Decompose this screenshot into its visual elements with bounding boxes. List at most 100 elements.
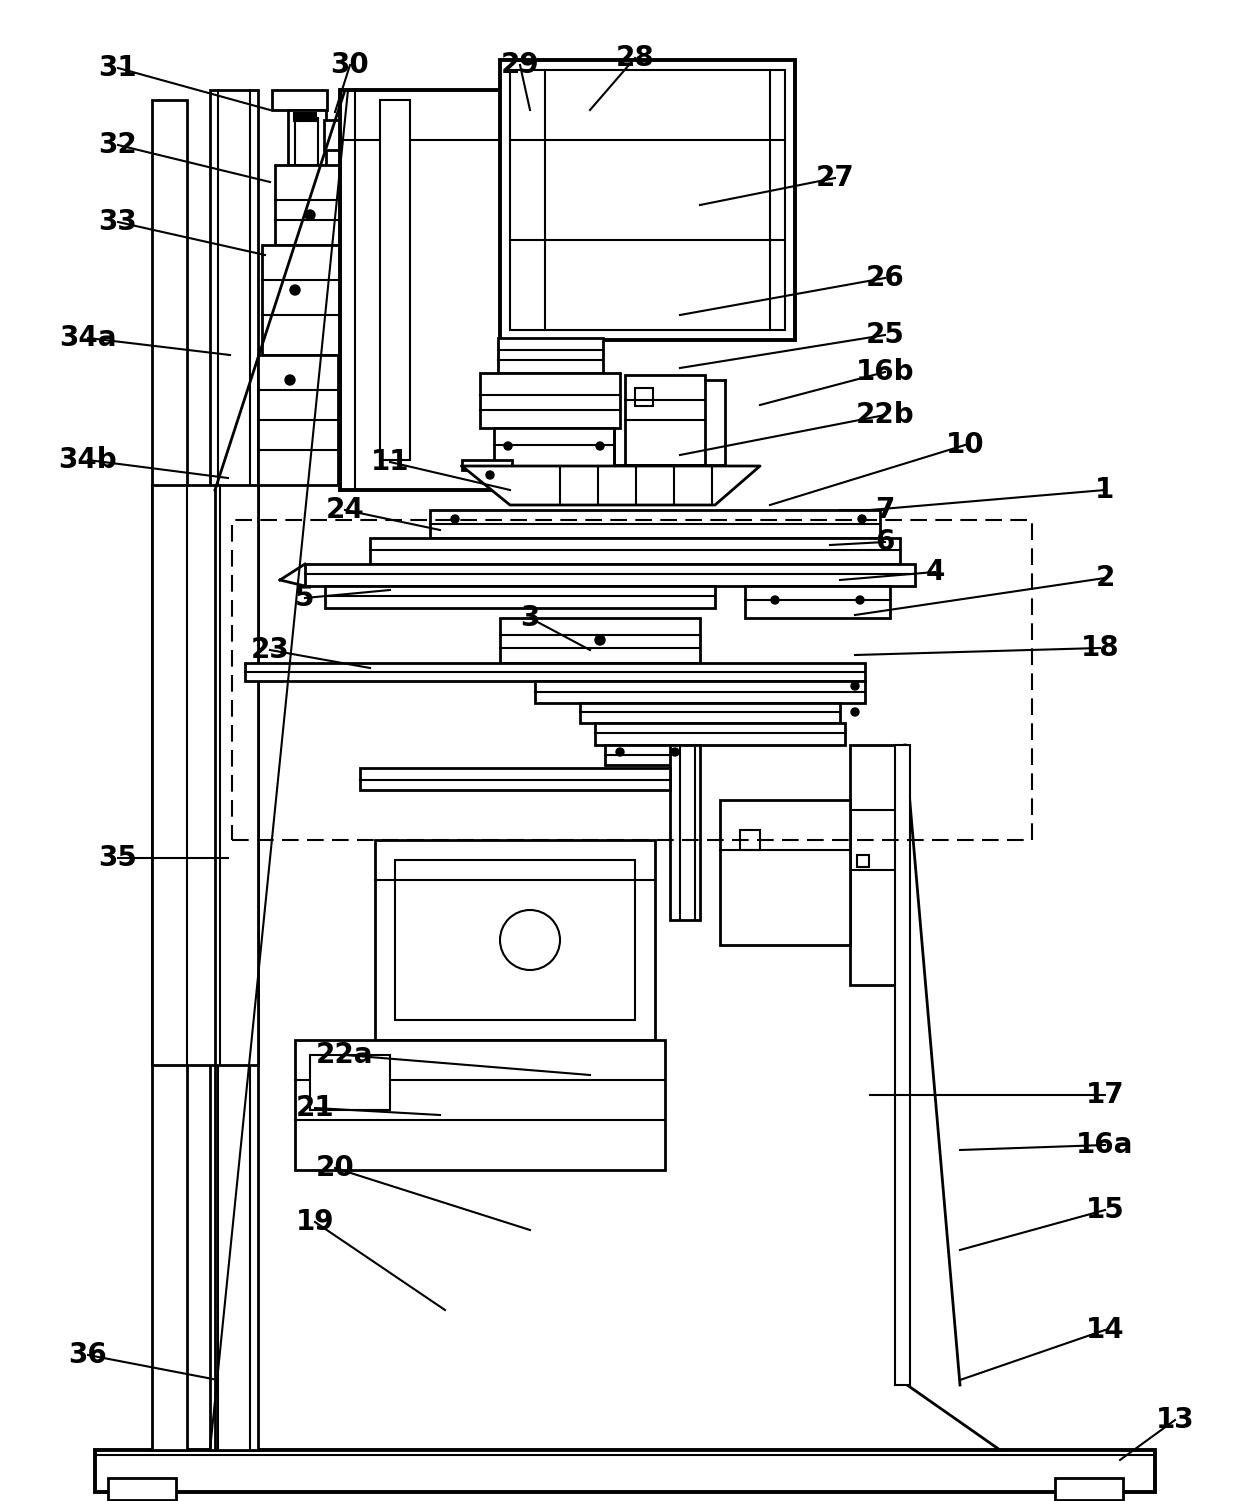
Circle shape (851, 681, 859, 690)
Bar (370, 537, 900, 564)
Circle shape (285, 375, 295, 384)
Bar (670, 744, 701, 920)
Text: 34b: 34b (58, 446, 118, 474)
Circle shape (595, 635, 605, 645)
Circle shape (851, 708, 859, 716)
Circle shape (771, 596, 779, 603)
Bar (500, 618, 701, 663)
Circle shape (503, 441, 512, 450)
Bar (720, 800, 849, 946)
Bar (275, 165, 343, 245)
Bar (534, 681, 866, 702)
Text: 35: 35 (98, 844, 138, 872)
Text: 17: 17 (1086, 1081, 1125, 1109)
Text: 13: 13 (1156, 1406, 1194, 1433)
Bar (246, 663, 866, 681)
Bar (580, 702, 839, 723)
Text: 21: 21 (295, 1094, 335, 1123)
Bar (153, 101, 187, 1450)
Bar (430, 510, 880, 537)
Text: 34a: 34a (60, 324, 117, 353)
Circle shape (596, 441, 604, 450)
Bar (857, 856, 869, 868)
Bar (360, 769, 670, 790)
Bar (325, 585, 715, 608)
Bar (396, 860, 635, 1021)
Bar (463, 459, 512, 470)
Circle shape (500, 910, 560, 970)
Text: 3: 3 (521, 603, 539, 632)
Circle shape (858, 515, 866, 522)
Text: 11: 11 (371, 447, 409, 476)
Bar (635, 387, 653, 405)
Text: 18: 18 (1081, 633, 1120, 662)
Text: 33: 33 (99, 209, 138, 236)
Circle shape (451, 515, 459, 522)
Bar (740, 830, 760, 850)
Bar (306, 113, 316, 122)
Text: 27: 27 (816, 164, 854, 192)
Text: 30: 30 (331, 51, 370, 80)
Bar (498, 338, 603, 374)
Circle shape (486, 471, 494, 479)
Text: 22a: 22a (316, 1042, 373, 1069)
Bar (258, 356, 339, 485)
Bar (1055, 1478, 1123, 1499)
Circle shape (290, 285, 300, 296)
Bar (310, 1055, 391, 1111)
Bar (210, 90, 258, 1450)
Text: 15: 15 (1086, 1196, 1125, 1223)
Text: 7: 7 (875, 495, 895, 524)
Text: 31: 31 (99, 54, 138, 83)
Text: 36: 36 (68, 1340, 108, 1369)
Bar (500, 60, 795, 341)
Text: 32: 32 (99, 131, 138, 159)
Text: 2: 2 (1095, 564, 1115, 591)
Text: 25: 25 (866, 321, 904, 350)
Text: 28: 28 (615, 44, 655, 72)
Bar (288, 110, 326, 165)
Circle shape (305, 210, 315, 221)
Text: 5: 5 (295, 584, 315, 612)
Polygon shape (463, 465, 760, 504)
Text: 19: 19 (296, 1208, 335, 1235)
Text: 29: 29 (501, 51, 539, 80)
Circle shape (671, 747, 680, 757)
Text: 14: 14 (1086, 1316, 1125, 1343)
Circle shape (616, 747, 624, 757)
Bar (305, 564, 915, 585)
Text: 10: 10 (946, 431, 985, 459)
Bar (108, 1478, 176, 1499)
Text: 6: 6 (875, 528, 895, 555)
Circle shape (856, 596, 864, 603)
Bar (595, 723, 844, 744)
Bar (324, 120, 343, 150)
Bar (480, 374, 620, 428)
Bar (625, 375, 706, 465)
Text: 16b: 16b (856, 359, 914, 386)
Text: 26: 26 (866, 264, 904, 293)
Bar (494, 428, 614, 465)
Bar (745, 585, 890, 618)
Bar (95, 1450, 1154, 1492)
Bar (895, 744, 910, 1385)
Text: 24: 24 (326, 495, 365, 524)
Bar (272, 90, 327, 110)
Text: 20: 20 (316, 1154, 355, 1181)
Bar (379, 101, 410, 459)
Text: 16a: 16a (1076, 1130, 1133, 1159)
Bar (262, 245, 343, 356)
Text: 23: 23 (250, 636, 289, 663)
Bar (294, 113, 304, 122)
Bar (510, 71, 785, 330)
Bar (295, 1040, 665, 1169)
Bar (232, 519, 1032, 841)
Text: 4: 4 (925, 558, 945, 585)
Bar (849, 744, 905, 985)
Bar (153, 485, 258, 1066)
Bar (340, 90, 515, 489)
Bar (605, 744, 689, 766)
Bar (374, 841, 655, 1040)
Text: 22b: 22b (856, 401, 914, 429)
Text: 1: 1 (1095, 476, 1115, 504)
